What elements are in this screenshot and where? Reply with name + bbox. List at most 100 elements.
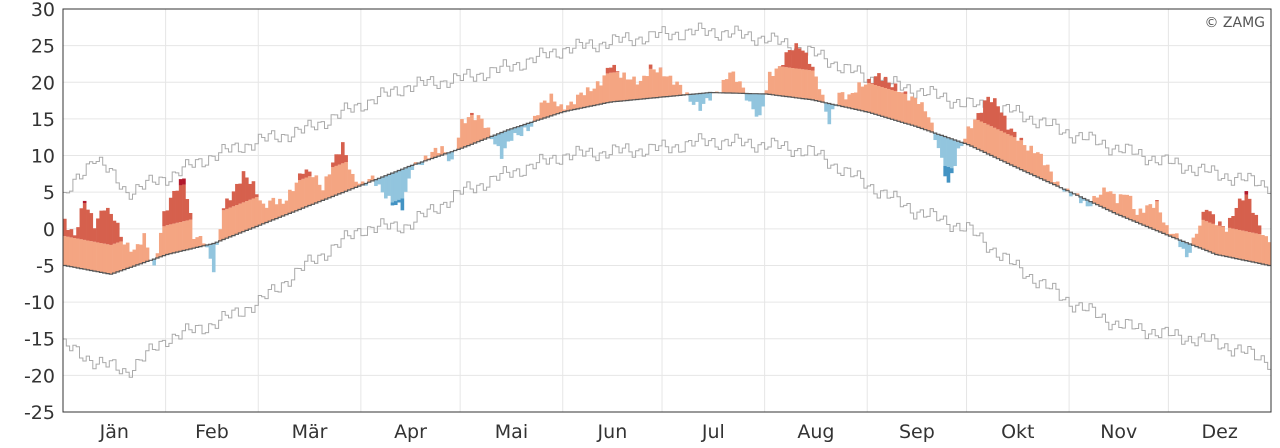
warm-bar — [906, 100, 911, 125]
cold-bar — [1069, 192, 1073, 197]
cold-bar — [1188, 243, 1192, 253]
warm-bar — [89, 241, 94, 271]
warm-bar-strong — [1019, 137, 1024, 141]
warm-bar — [175, 222, 180, 253]
warm-bar — [102, 243, 107, 273]
warm-bar — [264, 207, 269, 223]
warm-bar — [840, 92, 845, 107]
cold-bar — [758, 93, 762, 116]
warm-bar — [986, 124, 990, 154]
warm-bar — [1247, 232, 1252, 262]
warm-bar — [271, 197, 276, 220]
cold-bar — [516, 126, 521, 136]
cold-bar — [1088, 201, 1093, 207]
warm-bar — [867, 83, 871, 113]
warm-bar-strong — [1251, 212, 1255, 233]
warm-bar — [354, 181, 358, 188]
cold-bar — [748, 93, 752, 102]
warm-bar — [860, 86, 865, 111]
warm-bar — [96, 242, 100, 272]
warm-bar — [1214, 225, 1219, 255]
warm-bar-strong — [66, 230, 70, 237]
warm-bar — [589, 91, 593, 107]
warm-bar — [1049, 171, 1053, 184]
warm-bar-strong — [331, 162, 335, 168]
warm-bar-strong — [178, 185, 183, 223]
warm-bar — [784, 67, 789, 97]
warm-bar — [341, 163, 345, 193]
warm-bar — [741, 87, 746, 94]
warm-bar-strong — [344, 155, 348, 163]
warm-bar — [883, 87, 888, 118]
warm-bar — [1128, 195, 1133, 220]
warm-bar — [288, 189, 292, 214]
warm-bar — [307, 176, 312, 206]
warm-bar — [556, 106, 560, 114]
warm-bar-strong — [172, 190, 176, 224]
y-tick-label: -20 — [24, 365, 55, 387]
warm-bar — [1168, 233, 1173, 237]
warm-bar — [1251, 232, 1255, 263]
cold-bar — [205, 245, 209, 248]
warm-bar — [536, 115, 540, 121]
warm-bar — [178, 222, 183, 252]
warm-bar — [559, 104, 564, 113]
warm-bar — [1201, 219, 1206, 250]
warm-bar — [632, 76, 636, 100]
warm-bar — [1118, 194, 1123, 216]
cold-bar — [1184, 242, 1189, 258]
warm-bar — [423, 155, 428, 161]
warm-bar — [1151, 207, 1156, 230]
cold-bar — [503, 131, 507, 149]
x-tick-label: Dez — [1202, 421, 1238, 443]
warm-bar — [66, 236, 70, 267]
warm-bar — [870, 83, 875, 114]
warm-bar-strong — [781, 64, 785, 67]
warm-bar — [1208, 222, 1212, 252]
warm-bar — [791, 68, 795, 98]
warm-bar — [1145, 205, 1149, 227]
cold-bar-strong — [390, 202, 395, 206]
warm-bar — [1122, 194, 1126, 217]
warm-bar — [1108, 191, 1113, 212]
warm-bar — [281, 203, 286, 216]
warm-bar-strong — [807, 63, 812, 71]
warm-bar-strong — [334, 154, 338, 166]
cold-bar — [410, 165, 415, 171]
warm-bar — [989, 126, 994, 156]
warm-bar-strong — [112, 220, 117, 244]
warm-bar — [897, 91, 901, 122]
cold-bar — [695, 93, 699, 102]
warm-bar — [337, 164, 342, 194]
warm-bar — [1227, 227, 1232, 258]
warm-bar — [552, 101, 557, 115]
warm-bar — [436, 153, 441, 157]
warm-bar — [675, 81, 679, 96]
warm-bar-strong — [1211, 214, 1216, 224]
warm-bar-strong — [254, 194, 259, 198]
warm-bar — [231, 206, 236, 236]
cold-bar — [407, 166, 411, 179]
warm-bar — [142, 233, 147, 263]
warm-bar — [903, 93, 908, 124]
x-tick-label: Apr — [394, 421, 427, 443]
warm-bar — [1241, 230, 1245, 260]
warm-bar — [258, 200, 262, 226]
warm-bar — [360, 181, 365, 185]
warm-bar — [370, 175, 375, 181]
warm-bar — [1158, 212, 1163, 233]
warm-bar — [1095, 197, 1100, 205]
warm-bar-strong — [228, 200, 233, 208]
warm-bar — [1171, 233, 1176, 238]
warm-bar — [241, 202, 246, 232]
warm-bar — [1102, 187, 1106, 208]
warm-bar-strong — [801, 50, 805, 70]
warm-bar-strong — [887, 82, 891, 89]
warm-bar — [777, 66, 782, 96]
warm-bar — [1138, 208, 1143, 224]
warm-bar — [728, 72, 732, 94]
y-tick-label: -5 — [36, 255, 55, 277]
x-tick-label: Feb — [195, 421, 229, 443]
warm-bar-strong — [1009, 128, 1014, 136]
